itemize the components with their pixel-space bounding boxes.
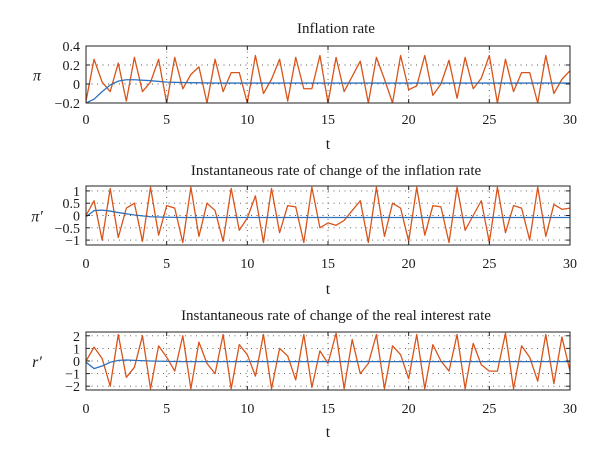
x-tick-label: 15 (321, 257, 335, 272)
y-axis-label: π′ (31, 209, 43, 226)
x-tick-label: 30 (563, 113, 577, 128)
series-line-1 (86, 54, 570, 103)
x-tick-label: 25 (482, 113, 496, 128)
y-tick-label: −1 (65, 234, 80, 249)
y-tick-label: 0 (73, 210, 80, 225)
x-tick-label: 15 (321, 402, 335, 417)
y-tick-label: 2 (73, 330, 80, 345)
y-tick-label: 0.5 (63, 197, 81, 212)
y-tick-label: 0.2 (63, 59, 81, 74)
x-tick-label: 30 (563, 402, 577, 417)
y-axis-label: π (33, 68, 42, 85)
series-line-2 (86, 79, 570, 103)
x-tick-label: 0 (83, 113, 90, 128)
x-axis-label: t (326, 424, 331, 441)
x-tick-label: 10 (240, 113, 254, 128)
y-tick-label: 0.4 (63, 40, 81, 55)
y-tick-label: 0 (73, 78, 80, 93)
series-line-2 (86, 359, 570, 370)
x-tick-label: 10 (240, 402, 254, 417)
x-tick-label: 0 (83, 257, 90, 272)
grid-lines (86, 186, 570, 245)
series-line-1 (86, 186, 570, 244)
x-tick-label: 15 (321, 113, 335, 128)
series-line-2 (86, 209, 570, 219)
x-tick-label: 25 (482, 257, 496, 272)
x-axis-label: t (326, 136, 331, 153)
x-tick-label: 0 (83, 402, 90, 417)
chart-title: Instantaneous rate of change of the infl… (191, 163, 482, 179)
series-line-1 (86, 332, 570, 390)
y-tick-label: 1 (73, 185, 80, 200)
y-tick-label: −0.2 (55, 97, 80, 112)
x-axis-label: t (326, 281, 331, 298)
grid-lines (86, 46, 570, 103)
x-tick-label: 5 (163, 402, 170, 417)
y-tick-label: 0 (73, 355, 80, 370)
x-tick-label: 5 (163, 113, 170, 128)
y-tick-label: −1 (65, 368, 80, 383)
y-tick-label: −0.5 (55, 222, 80, 237)
y-tick-label: 1 (73, 342, 80, 357)
chart-title: Inflation rate (297, 21, 375, 37)
x-tick-label: 10 (240, 257, 254, 272)
x-tick-label: 20 (402, 402, 416, 417)
x-tick-label: 25 (482, 402, 496, 417)
y-tick-label: −2 (65, 380, 80, 395)
x-tick-label: 20 (402, 113, 416, 128)
x-tick-label: 5 (163, 257, 170, 272)
x-tick-label: 30 (563, 257, 577, 272)
chart-title: Instantaneous rate of change of the real… (181, 308, 491, 324)
x-tick-label: 20 (402, 257, 416, 272)
y-axis-label: r′ (32, 354, 42, 371)
